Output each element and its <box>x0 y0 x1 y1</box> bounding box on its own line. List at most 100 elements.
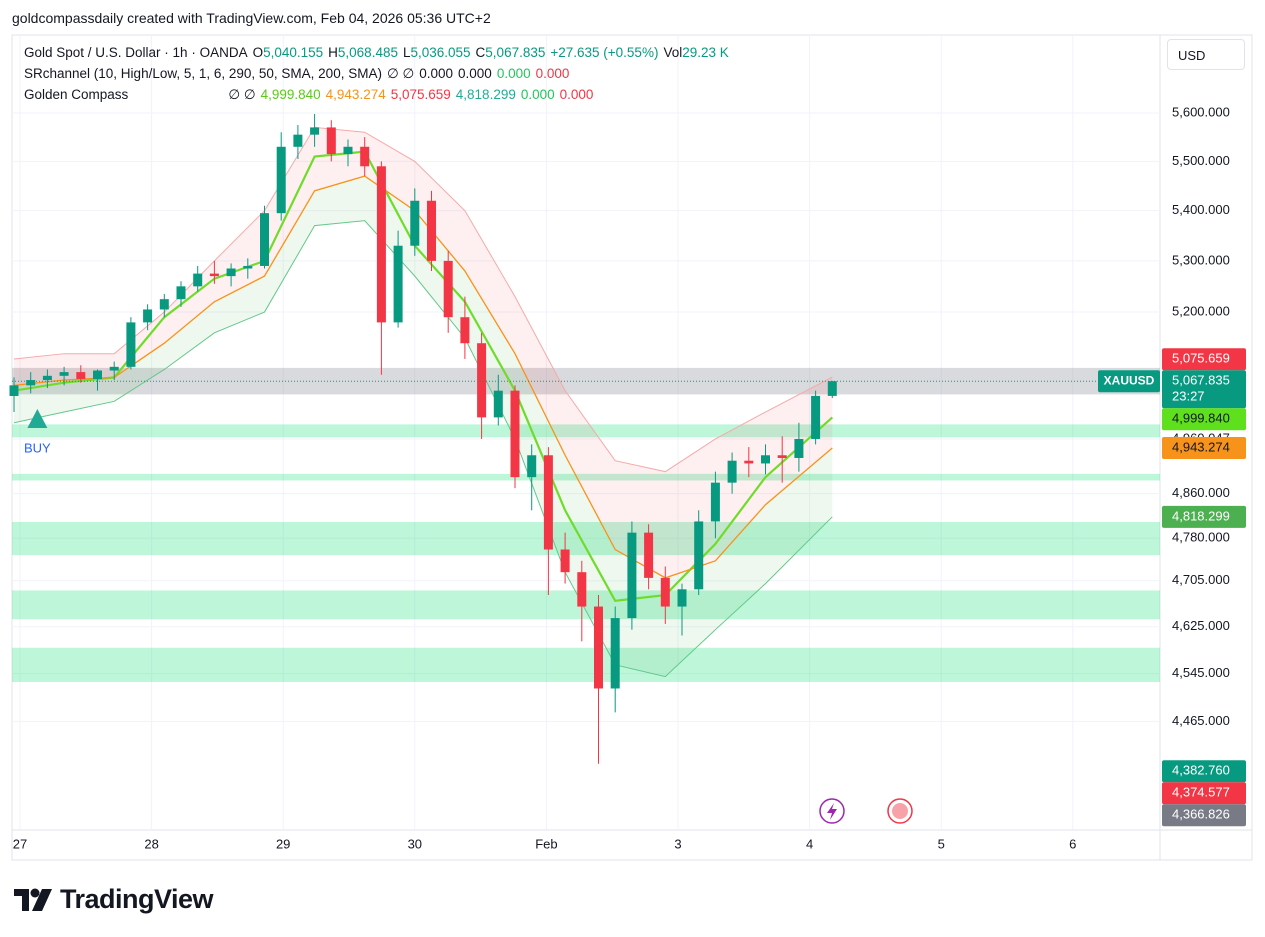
attribution: goldcompassdaily created with TradingVie… <box>12 10 491 26</box>
price-badge-label: 4,374.577 <box>1172 785 1230 800</box>
candle-body <box>310 127 320 135</box>
logo-mark <box>14 888 52 911</box>
candle-body <box>176 286 186 300</box>
price-badge-label: 4,999.840 <box>1172 411 1230 426</box>
candle-body <box>93 370 102 379</box>
indicator-value: 0.000 <box>535 66 570 81</box>
band-fill <box>14 176 833 677</box>
price-badge-label: 5,067.835 <box>1172 373 1230 388</box>
indicator-value: 4,818.299 <box>455 87 516 102</box>
x-tick-label: 5 <box>938 836 945 851</box>
candle-body <box>811 395 821 439</box>
ohlc-key: H <box>328 45 338 60</box>
price-badge <box>1162 370 1246 409</box>
volume-value: 29.23 K <box>682 45 729 60</box>
price-badge <box>1162 408 1246 431</box>
candle-body <box>493 390 503 418</box>
candle-body <box>794 438 804 458</box>
x-tick-label: 6 <box>1069 836 1076 851</box>
price-badge <box>1162 760 1246 783</box>
candle-body <box>443 260 453 318</box>
y-tick-label: 5,200.000 <box>1172 303 1230 318</box>
x-tick-label: 27 <box>13 836 27 851</box>
indicator-value: 0.000 <box>458 66 492 81</box>
indicator-name: Golden Compass <box>24 87 129 102</box>
candle-body <box>376 166 386 323</box>
price-badge <box>1162 804 1246 827</box>
candle-body <box>694 521 704 590</box>
x-tick-label: Feb <box>535 836 557 851</box>
x-tick-label: 28 <box>144 836 158 851</box>
x-tick-label: 4 <box>806 836 813 851</box>
candle-body <box>243 265 253 269</box>
indicator-value: 4,999.840 <box>260 87 321 102</box>
price-badge-label: 4,366.826 <box>1172 807 1230 822</box>
y-tick-label: 4,465.000 <box>1172 713 1230 728</box>
candle-body <box>76 372 86 379</box>
band-fill <box>14 127 833 578</box>
candle-body <box>577 572 587 607</box>
y-tick-label: 4,860.000 <box>1172 485 1230 500</box>
y-tick-label: 4,545.000 <box>1172 665 1230 680</box>
candle-body <box>410 200 420 246</box>
y-tick-label: 5,300.000 <box>1172 252 1230 267</box>
candle-body <box>710 482 720 522</box>
candle-body <box>477 343 487 418</box>
candle-body <box>660 577 670 607</box>
price-badge <box>1162 505 1246 528</box>
buy-label: BUY <box>24 440 51 455</box>
candle-body <box>827 381 837 396</box>
candle-body <box>276 146 286 214</box>
indicator-flags: ∅ ∅ <box>228 87 256 102</box>
indicator-value: 5,075.659 <box>390 87 451 102</box>
price-badge-label: 4,382.760 <box>1172 763 1230 778</box>
candle-body <box>777 455 787 458</box>
y-tick-label: 5,500.000 <box>1172 153 1230 168</box>
x-tick-label: 29 <box>276 836 290 851</box>
candle-body <box>594 606 603 689</box>
candle-body <box>260 213 269 266</box>
indicator-value: 0.000 <box>559 87 594 102</box>
ohlc-key: L <box>402 45 411 60</box>
y-tick-label: 4,780.000 <box>1172 530 1230 545</box>
symbol: Gold Spot / U.S. Dollar · 1h · OANDA <box>24 45 248 60</box>
y-tick-label: 5,400.000 <box>1172 202 1230 217</box>
candle-body <box>427 200 436 261</box>
candle-body <box>627 532 637 619</box>
candle-body <box>560 549 570 573</box>
symbol-badge <box>1098 370 1160 393</box>
sr-zone <box>12 647 1160 682</box>
candle-body <box>143 309 153 323</box>
candle-body <box>543 455 553 550</box>
candle-body <box>293 134 303 147</box>
candle-body <box>42 375 52 381</box>
candle-body <box>326 127 336 155</box>
candle-body <box>59 372 69 376</box>
sr-zone <box>12 424 1160 438</box>
ohlc-value: 5,036.055 <box>410 45 471 60</box>
candle-body <box>9 385 19 396</box>
price-badge <box>1162 437 1246 460</box>
candle-body <box>159 299 169 310</box>
candle-body <box>360 146 370 167</box>
candle-body <box>527 455 537 478</box>
candle-body <box>109 366 119 371</box>
currency-button[interactable]: USD <box>1167 39 1245 70</box>
candle-body <box>460 317 470 344</box>
indicator-value: 0.000 <box>496 66 531 81</box>
price-badge-label: 4,943.274 <box>1172 439 1230 454</box>
indicator-flags: ∅ ∅ <box>386 66 415 81</box>
candle-body <box>744 460 754 464</box>
price-badge-label: 4,818.299 <box>1172 508 1230 523</box>
event-icon <box>827 803 837 820</box>
event-icon <box>892 803 908 819</box>
y-tick-label: 4,705.000 <box>1172 572 1230 587</box>
chart-frame <box>11 34 1253 861</box>
symbol-label: XAUUSD <box>1104 373 1155 387</box>
countdown-label: 23:27 <box>1172 389 1205 404</box>
candle-body <box>677 589 687 607</box>
indicator-line <box>13 220 833 678</box>
indicator-value: 0.000 <box>520 87 555 102</box>
legend-row: Golden Compass ∅ ∅ 4,999.840 4,943.274 5,075… <box>24 87 598 103</box>
